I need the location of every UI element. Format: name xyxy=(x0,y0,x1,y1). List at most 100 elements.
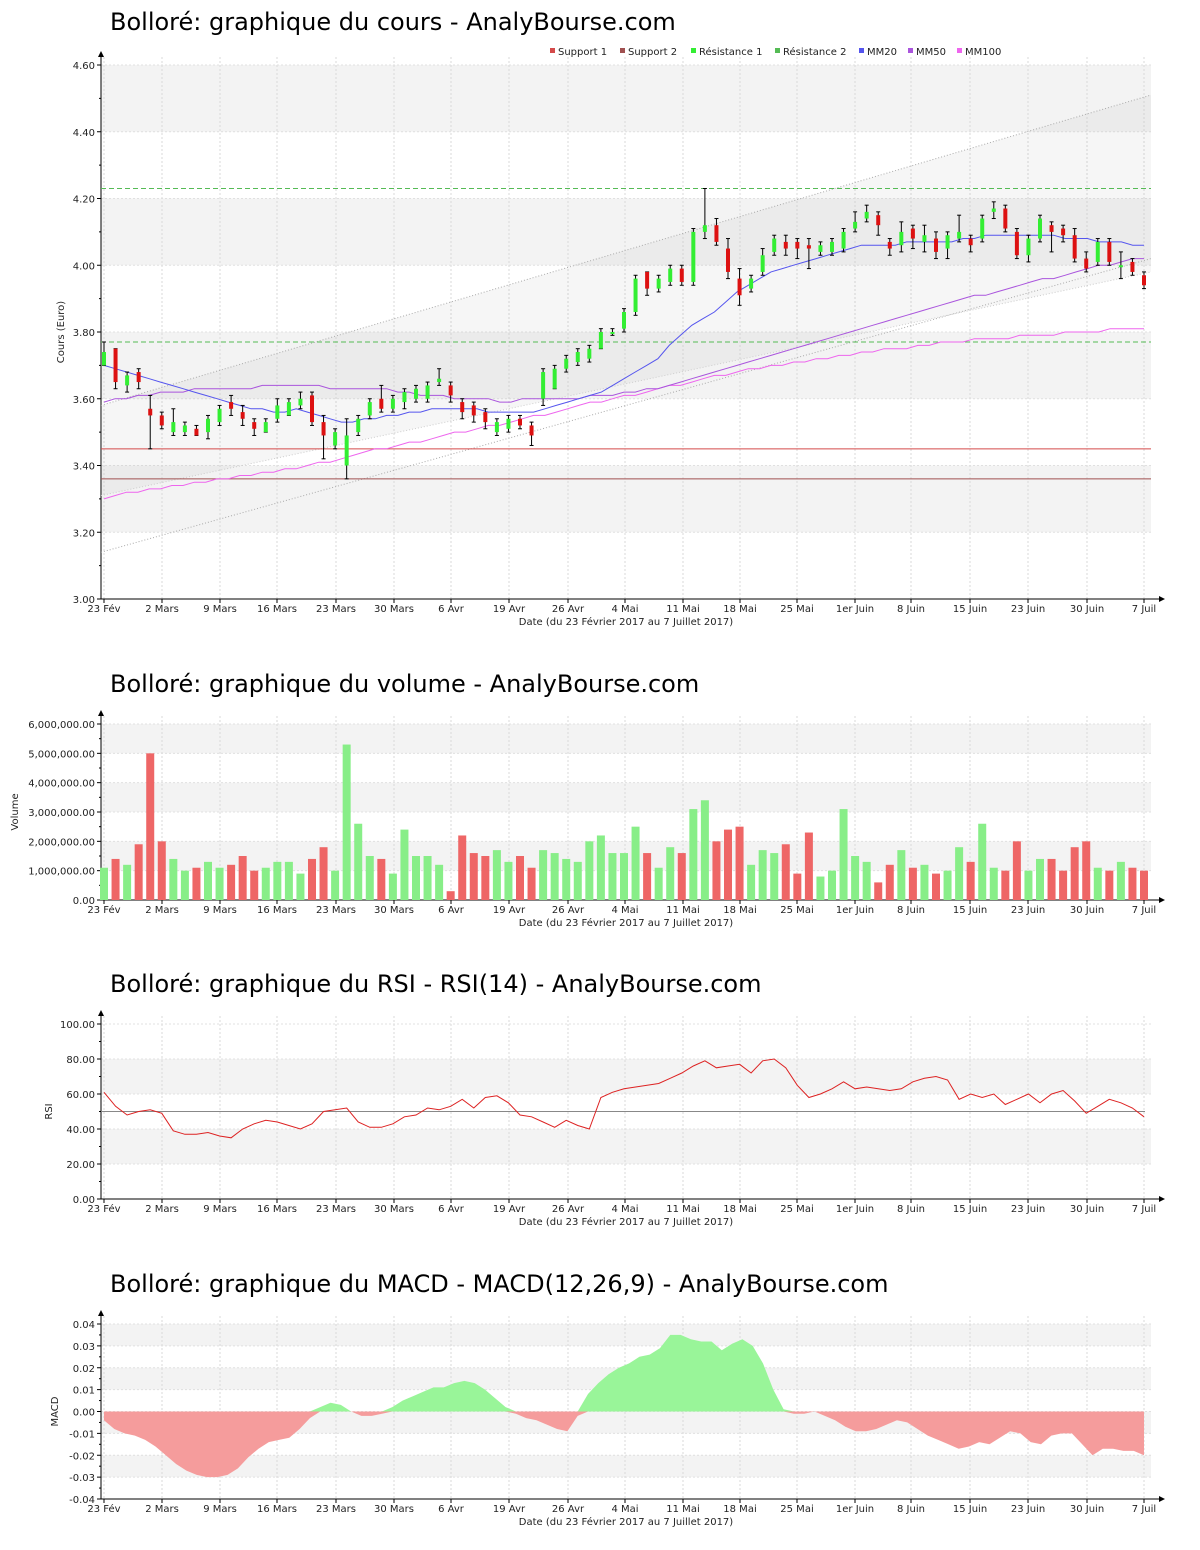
volume-bar xyxy=(458,835,467,900)
candle xyxy=(1095,238,1100,266)
x-tick-label: 8 Juin xyxy=(897,604,925,615)
volume-bar xyxy=(481,856,490,900)
candle xyxy=(783,234,788,256)
candle xyxy=(598,328,603,350)
candle-body xyxy=(286,402,291,416)
x-tick-label: 16 Mars xyxy=(257,1504,297,1515)
candle-body xyxy=(726,248,730,272)
legend-label: MM100 xyxy=(965,47,1001,58)
candle-body xyxy=(864,211,869,219)
candle-body xyxy=(968,238,973,246)
candle xyxy=(125,371,130,393)
y-tick-label: 40.00 xyxy=(66,1125,95,1136)
x-tick-label: 15 Juin xyxy=(953,905,987,916)
macd-chart: -0.04 -0.03 -0.02 -0.01 0.00 0.01 0.02 0.03 0.04… xyxy=(50,1310,1165,1528)
x-tick-label: 25 Mai xyxy=(780,604,813,615)
candle xyxy=(1130,258,1135,276)
y-tick-label: -0.01 xyxy=(69,1429,95,1440)
legend-swatch xyxy=(550,48,555,53)
x-tick-label: 1er Juin xyxy=(836,1504,874,1515)
price-chart-title: Bolloré: graphique du cours - AnalyBours… xyxy=(110,8,676,36)
candle xyxy=(206,414,210,440)
x-axis-arrow xyxy=(1159,897,1165,903)
volume-bar xyxy=(516,856,524,900)
volume-bar xyxy=(920,864,929,900)
candle-body xyxy=(702,225,707,232)
candle xyxy=(252,418,257,436)
volume-bar xyxy=(620,853,628,900)
x-tick-label: 18 Mai xyxy=(723,604,756,615)
y-tick-label: 0.00 xyxy=(73,896,95,907)
candle xyxy=(772,234,777,256)
candle-body xyxy=(414,388,418,399)
x-tick-label: 6 Avr xyxy=(438,905,465,916)
x-tick-label: 19 Avr xyxy=(493,1204,526,1215)
candle-body xyxy=(610,332,615,334)
volume-bar xyxy=(492,850,501,900)
candle-body xyxy=(159,415,164,426)
candle xyxy=(159,411,164,430)
x-tick-label: 23 Mars xyxy=(316,604,356,615)
volume-bar xyxy=(654,867,663,900)
volume-bar xyxy=(1012,841,1021,900)
y-tick-label: 3.40 xyxy=(73,462,95,473)
plot-band xyxy=(101,782,1151,812)
x-tick-label: 30 Mars xyxy=(374,905,414,916)
candle xyxy=(529,421,534,446)
candle-body xyxy=(991,208,996,212)
candle-body xyxy=(1038,218,1042,239)
candle xyxy=(414,384,418,403)
y-tick-label: 0.04 xyxy=(73,1320,95,1331)
candle-body xyxy=(853,221,858,229)
trend-channel-upper xyxy=(100,94,1152,406)
volume-bar xyxy=(631,826,640,900)
plot-band xyxy=(101,198,1151,266)
candle xyxy=(136,368,141,390)
volume-bar xyxy=(412,856,420,900)
candle-body xyxy=(437,378,442,383)
candle xyxy=(564,354,569,373)
macd-panel: Bolloré: graphique du MACD - MACD(12,26,… xyxy=(0,1260,1200,1545)
candle xyxy=(679,264,684,286)
x-tick-label: 9 Mars xyxy=(203,604,237,615)
volume-bar xyxy=(215,867,224,900)
candle xyxy=(552,364,557,390)
candle xyxy=(830,238,834,256)
x-tick-label: 16 Mars xyxy=(257,905,297,916)
y-tick-label: 0.02 xyxy=(73,1364,95,1375)
volume-bar xyxy=(1128,867,1137,900)
x-tick-label: 30 Juin xyxy=(1070,905,1104,916)
candle-body xyxy=(275,405,280,419)
candle xyxy=(806,238,811,270)
volume-bar xyxy=(169,858,178,900)
y-axis-arrow xyxy=(98,1310,104,1316)
volume-bar xyxy=(377,858,386,900)
volume-bar xyxy=(111,858,120,900)
candle xyxy=(286,398,291,416)
candle-body xyxy=(679,268,684,282)
volume-bar xyxy=(700,800,709,900)
candle xyxy=(1142,271,1146,290)
candle-body xyxy=(910,228,915,239)
x-tick-label: 2 Mars xyxy=(145,905,179,916)
rsi-chart-title: Bolloré: graphique du RSI - RSI(14) - An… xyxy=(110,970,762,998)
mm50-line xyxy=(103,258,1144,403)
candle xyxy=(263,418,268,433)
candle xyxy=(541,368,546,406)
candle-body xyxy=(402,392,407,403)
volume-bar xyxy=(781,844,790,900)
volume-bar xyxy=(250,870,259,900)
candle-body xyxy=(656,278,661,289)
volume-bar xyxy=(793,873,802,900)
candle xyxy=(1072,228,1077,263)
plot-band xyxy=(101,724,1151,754)
y-axis-arrow xyxy=(98,710,104,716)
x-tick-label: 1er Juin xyxy=(836,1204,874,1215)
candle xyxy=(356,414,361,436)
y-tick-label: 1,000,000.00 xyxy=(28,867,95,878)
volume-bar xyxy=(296,873,305,900)
candle xyxy=(922,224,927,253)
y-axis-arrow xyxy=(98,51,104,57)
x-tick-label: 23 Fév xyxy=(87,1203,120,1215)
candle-body xyxy=(1107,241,1112,262)
